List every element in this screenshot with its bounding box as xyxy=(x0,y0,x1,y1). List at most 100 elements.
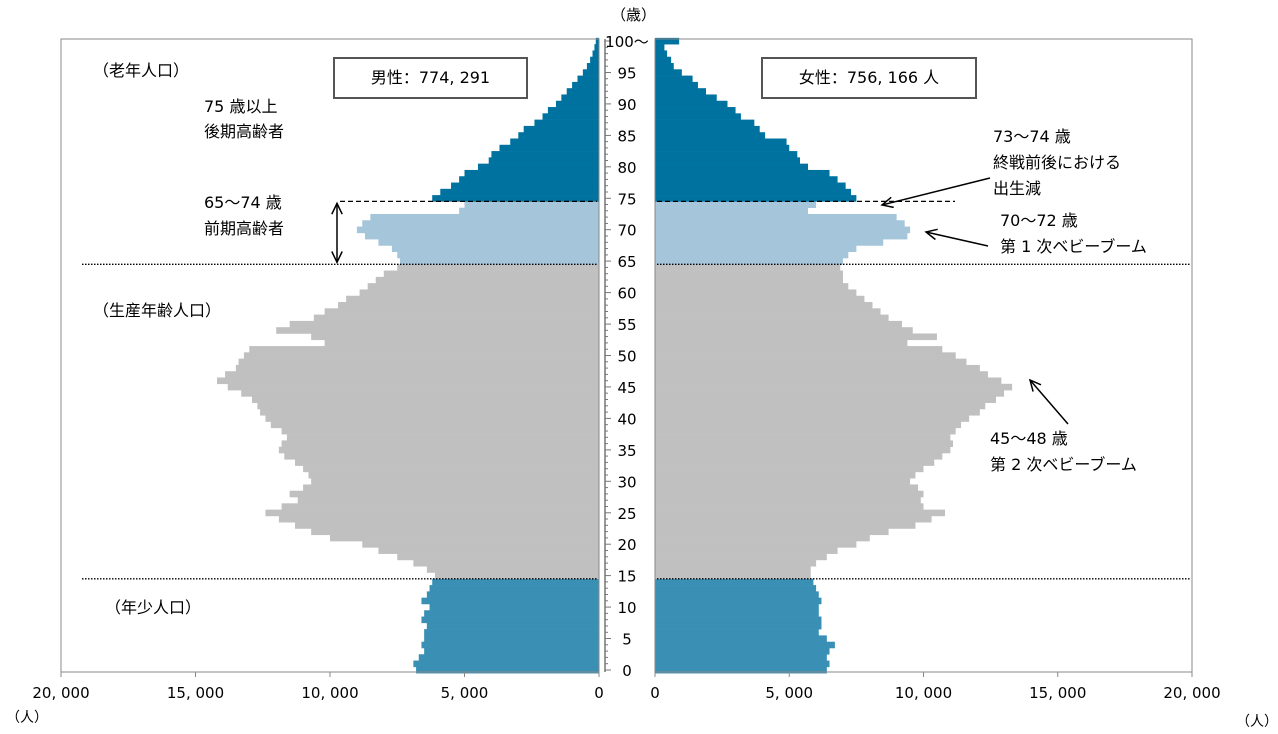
female-bar xyxy=(655,352,956,359)
male-bar xyxy=(534,119,599,127)
female-bar xyxy=(655,660,830,668)
female-bar xyxy=(655,497,921,504)
female-bar xyxy=(655,603,819,611)
female-bar xyxy=(655,107,736,114)
female-bar xyxy=(655,434,951,441)
bracket-arrow-top xyxy=(331,201,343,215)
female-bar xyxy=(655,195,857,202)
male-bar xyxy=(464,201,599,208)
female-bar xyxy=(655,157,800,164)
male-bar xyxy=(429,603,599,611)
female-bar xyxy=(655,553,827,561)
female-bar xyxy=(655,151,798,158)
male-bar xyxy=(383,270,599,278)
boom2-arrow-head xyxy=(1028,378,1042,392)
male-bar xyxy=(523,125,599,133)
female-x-tick-label: 5, 000 xyxy=(765,684,813,702)
male-bar xyxy=(297,497,599,504)
female-bar xyxy=(655,446,951,454)
female-bar xyxy=(655,283,849,290)
male-bar xyxy=(518,132,599,139)
male-bar xyxy=(399,258,599,265)
female-bar xyxy=(655,346,943,353)
female-panel-frame xyxy=(654,38,1193,673)
female-bar xyxy=(655,333,937,341)
boom2-line1: 45〜48 歳 xyxy=(990,429,1068,448)
male-bar xyxy=(284,453,599,460)
female-bar xyxy=(655,302,873,309)
male-bar xyxy=(413,660,599,668)
male-bar xyxy=(418,654,599,661)
male-bar xyxy=(295,522,599,529)
male-x-tick-label: 20, 000 xyxy=(32,684,89,702)
male-bar xyxy=(426,622,599,630)
age-tick-label: 45 xyxy=(617,379,636,397)
male-bar xyxy=(477,163,599,171)
female-bar xyxy=(655,635,827,642)
age-tick-label: 35 xyxy=(617,442,636,460)
male-bar xyxy=(488,157,599,164)
boom1-arrow-head xyxy=(924,228,938,241)
male-bar xyxy=(286,434,599,441)
x-unit-left: （人） xyxy=(6,710,48,726)
age-tick-label: 80 xyxy=(617,159,636,177)
boom2-line2: 第 2 次ベビーブーム xyxy=(990,455,1137,474)
male-bar xyxy=(311,478,599,485)
male-bar xyxy=(547,107,599,114)
male-bar xyxy=(346,295,599,303)
female-bar xyxy=(655,176,838,183)
female-bar xyxy=(655,534,870,542)
boom1-line1: 70〜72 歳 xyxy=(1000,211,1078,230)
male-bar xyxy=(260,408,599,416)
female-bar xyxy=(655,522,916,529)
guide-lines xyxy=(82,200,1190,580)
female-bar xyxy=(655,610,819,617)
female-x-tick-label: 10, 000 xyxy=(895,684,952,702)
male-bar xyxy=(499,144,599,152)
boom1-line2: 第 1 次ベビーブーム xyxy=(1000,237,1147,256)
female-bar xyxy=(655,377,1002,385)
male-bar xyxy=(303,465,599,473)
birth-dip-arrow xyxy=(881,177,991,206)
male-bar xyxy=(289,320,599,328)
female-bar xyxy=(655,182,846,190)
male-x-tick-label: 10, 000 xyxy=(301,684,358,702)
male-bar xyxy=(421,597,599,605)
male-bar xyxy=(265,415,599,422)
male-bar xyxy=(432,578,599,586)
female-bar xyxy=(655,270,843,278)
male-bar xyxy=(429,585,599,592)
male-bar xyxy=(440,188,599,196)
female-bar xyxy=(655,188,851,196)
male-bar xyxy=(566,88,599,95)
male-bar xyxy=(338,302,599,309)
male-bar xyxy=(238,358,600,366)
female-bar xyxy=(655,566,811,573)
female-bar xyxy=(655,528,889,536)
birth-dip-line3: 出生減 xyxy=(993,179,1042,198)
male-bar xyxy=(434,572,599,580)
female-bar xyxy=(655,471,916,479)
male-bar xyxy=(426,566,599,573)
female-x-tick-label: 0 xyxy=(650,684,660,702)
male-bar xyxy=(303,484,599,492)
female-bar xyxy=(655,69,682,76)
female-bar xyxy=(655,314,889,322)
male-bar xyxy=(397,264,599,271)
female-bar xyxy=(655,515,932,523)
birth-dip-line2: 終戦前後における xyxy=(993,153,1122,172)
male-bar xyxy=(251,396,600,403)
age-tick-label: 55 xyxy=(617,316,636,334)
female-bar xyxy=(655,245,857,253)
male-bar xyxy=(281,503,599,510)
male-total-box: 男性：774, 291 xyxy=(333,57,528,99)
age-tick-label: 100〜 xyxy=(605,33,649,51)
female-bar xyxy=(655,276,843,284)
age-tick-label: 20 xyxy=(617,536,636,554)
female-bar xyxy=(655,478,911,485)
male-bar xyxy=(324,308,599,315)
female-bar xyxy=(655,163,809,171)
male-bar xyxy=(241,390,600,397)
male-bar xyxy=(235,364,599,372)
